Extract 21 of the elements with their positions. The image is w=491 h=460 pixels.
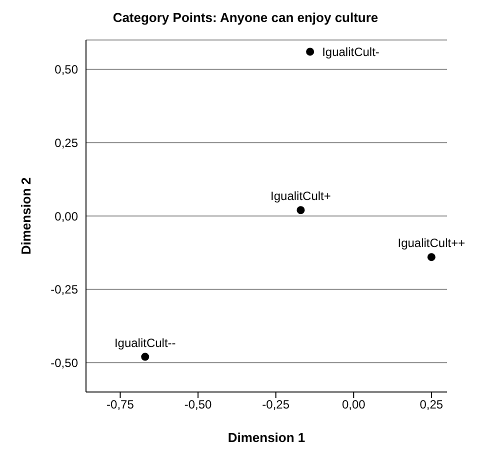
point: [296, 206, 305, 214]
annotation: IgualitCult--: [114, 336, 176, 350]
y-axis-title: Dimension 2: [18, 177, 34, 255]
y-tick-label: 0,00: [54, 209, 78, 224]
annotation: IgualitCult+: [270, 189, 331, 204]
annotation: IgualitCult++: [398, 236, 466, 250]
annotation: IgualitCult-: [322, 44, 380, 59]
y-tick-label: 0,25: [54, 136, 78, 150]
x-axis-title: Dimension 1: [228, 430, 306, 445]
x-tick-label: 0,00: [342, 398, 366, 412]
y-tick-label: -0,50: [50, 356, 78, 370]
point: [427, 253, 436, 262]
y-tick-label: 0,50: [54, 62, 78, 77]
x-tick-label: 0,25: [420, 398, 444, 412]
x-tick-label: -0,75: [106, 398, 134, 412]
y-tick-label: -0,25: [50, 282, 78, 297]
point: [306, 48, 314, 56]
x-tick-label: -0,50: [184, 398, 212, 412]
point: [141, 352, 150, 361]
x-tick-label: -0,25: [262, 398, 290, 412]
chart-title: Category Points: Anyone can enjoy culture: [112, 9, 380, 27]
